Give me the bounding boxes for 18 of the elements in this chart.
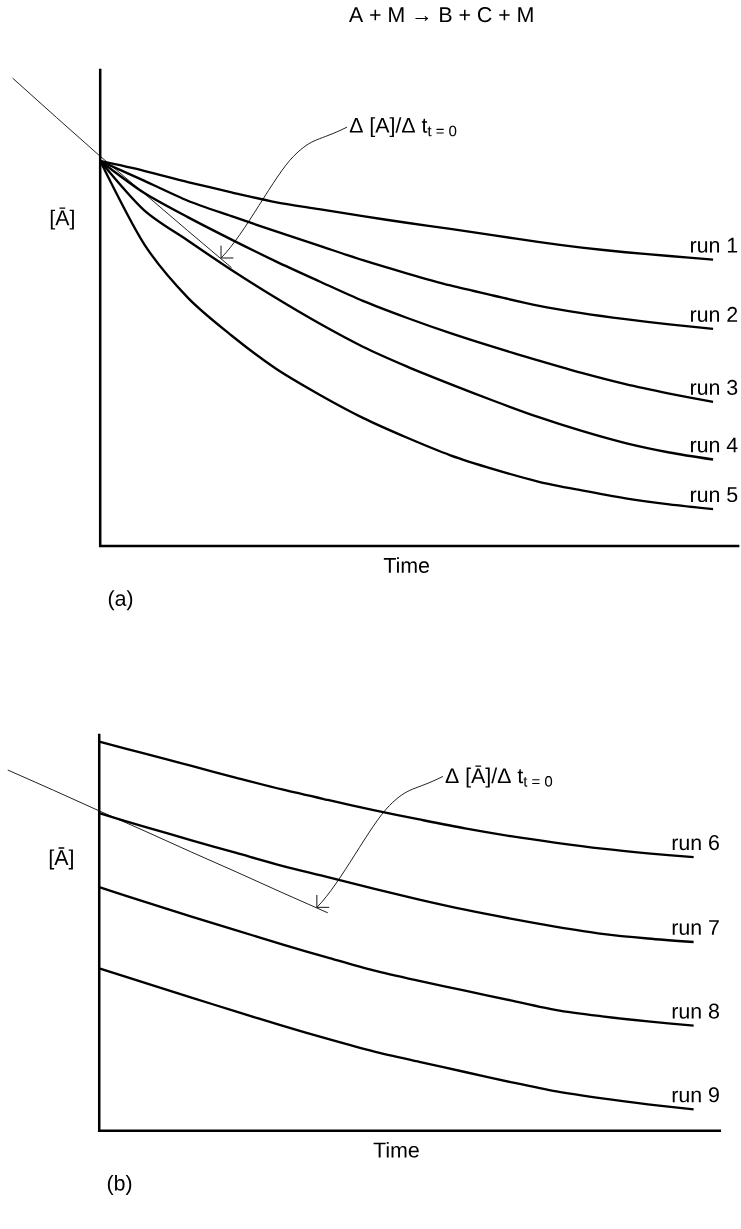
- series-label: run 7: [672, 920, 719, 936]
- series-label: run 9: [672, 1087, 719, 1103]
- series-label: run 2: [690, 306, 737, 322]
- series-label: run 5: [690, 487, 738, 503]
- series-label: run 8: [672, 1003, 719, 1019]
- series-label: run 1: [690, 237, 737, 253]
- chart-title: A + M → B + C + M: [348, 7, 533, 23]
- series-label: run 3: [690, 379, 738, 395]
- annotation: Δ [A]/Δ t$_{t = 0}$: [349, 117, 457, 138]
- y-axis-title: [Ā]: [49, 847, 73, 870]
- text: (a): [108, 590, 133, 611]
- y-axis-title: [Ā]: [50, 207, 74, 230]
- text: (b): [107, 1175, 132, 1195]
- series-label: run 4: [690, 437, 738, 453]
- series-label: run 6: [672, 835, 719, 851]
- x-axis-title: Time: [383, 557, 429, 573]
- annotation: Δ [Ā]/Δ t$_{t = 0}$: [445, 765, 552, 788]
- x-axis-title: Time: [373, 1141, 419, 1158]
